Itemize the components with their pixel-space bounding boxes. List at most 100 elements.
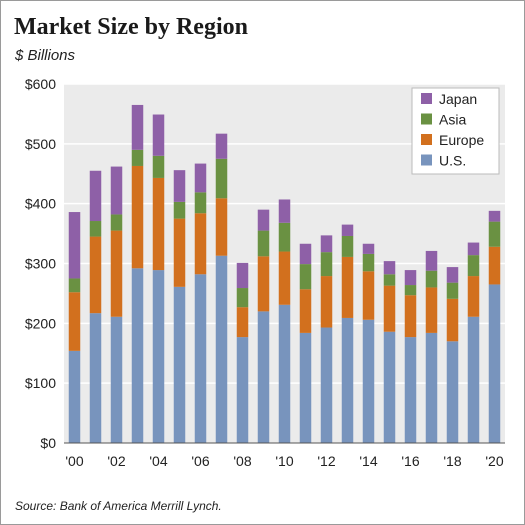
y-tick-label-3: $300 xyxy=(25,256,56,272)
bar-japan-9 xyxy=(257,209,270,231)
bar-europe-4 xyxy=(152,177,165,271)
bar-us-6 xyxy=(194,274,207,443)
x-tick-label-6: '06 xyxy=(191,453,209,469)
legend-swatch-europe xyxy=(421,134,432,145)
bar-us-11 xyxy=(299,332,312,443)
bar-asia-10 xyxy=(278,222,291,252)
bar-asia-1 xyxy=(89,221,102,237)
bar-europe-15 xyxy=(383,285,396,332)
bar-us-7 xyxy=(215,255,228,443)
x-tick-label-10: '10 xyxy=(275,453,293,469)
chart-subtitle: $ Billions xyxy=(15,47,76,64)
bar-us-14 xyxy=(362,319,375,443)
legend-label-europe: Europe xyxy=(439,132,484,148)
bar-europe-2 xyxy=(110,230,123,317)
bar-asia-14 xyxy=(362,253,375,272)
bar-japan-0 xyxy=(68,212,81,279)
bar-europe-12 xyxy=(320,276,333,328)
bar-us-2 xyxy=(110,316,123,443)
bar-japan-17 xyxy=(425,250,438,271)
bar-asia-20 xyxy=(488,221,501,247)
y-tick-label-1: $100 xyxy=(25,375,56,391)
bar-japan-3 xyxy=(131,104,144,150)
bar-japan-5 xyxy=(173,170,186,202)
bar-japan-12 xyxy=(320,235,333,253)
bar-asia-9 xyxy=(257,230,270,257)
legend-label-us: U.S. xyxy=(439,153,466,169)
bar-europe-18 xyxy=(446,298,459,342)
bar-asia-8 xyxy=(236,288,249,308)
bar-europe-5 xyxy=(173,218,186,287)
bar-us-17 xyxy=(425,332,438,443)
bar-europe-16 xyxy=(404,295,417,338)
bar-japan-4 xyxy=(152,114,165,156)
legend-label-asia: Asia xyxy=(439,112,466,128)
bar-europe-19 xyxy=(467,276,480,317)
x-tick-label-16: '16 xyxy=(401,453,419,469)
bar-asia-0 xyxy=(68,278,81,293)
bar-japan-20 xyxy=(488,210,501,222)
chart-title: Market Size by Region xyxy=(14,14,248,40)
bar-europe-7 xyxy=(215,198,228,256)
y-tick-label-6: $600 xyxy=(25,76,56,92)
bar-us-0 xyxy=(68,350,81,443)
y-tick-label-5: $500 xyxy=(25,136,56,152)
bar-europe-6 xyxy=(194,213,207,275)
bar-japan-2 xyxy=(110,166,123,215)
bar-europe-0 xyxy=(68,292,81,351)
bar-us-19 xyxy=(467,316,480,443)
bar-japan-15 xyxy=(383,261,396,275)
legend-swatch-japan xyxy=(421,93,432,104)
x-tick-label-18: '18 xyxy=(443,453,461,469)
x-tick-label-14: '14 xyxy=(359,453,377,469)
bar-japan-16 xyxy=(404,270,417,286)
bar-japan-14 xyxy=(362,243,375,254)
bar-us-9 xyxy=(257,311,270,443)
bar-asia-15 xyxy=(383,274,396,286)
bar-us-16 xyxy=(404,337,417,443)
bar-us-10 xyxy=(278,304,291,443)
bar-asia-12 xyxy=(320,252,333,277)
bar-europe-9 xyxy=(257,256,270,312)
chart-source: Source: Bank of America Merrill Lynch. xyxy=(15,499,222,513)
bar-us-13 xyxy=(341,317,354,443)
bar-asia-2 xyxy=(110,214,123,231)
bar-us-3 xyxy=(131,268,144,443)
x-tick-label-4: '04 xyxy=(149,453,167,469)
bar-asia-19 xyxy=(467,255,480,277)
bar-us-20 xyxy=(488,284,501,443)
bar-europe-1 xyxy=(89,236,102,314)
bar-europe-11 xyxy=(299,289,312,333)
bar-japan-6 xyxy=(194,163,207,193)
legend-label-japan: Japan xyxy=(439,91,477,107)
bar-europe-8 xyxy=(236,307,249,338)
bar-us-8 xyxy=(236,337,249,443)
x-tick-label-2: '02 xyxy=(107,453,125,469)
bar-europe-20 xyxy=(488,246,501,285)
bar-asia-5 xyxy=(173,201,186,219)
legend-swatch-us xyxy=(421,154,432,166)
bar-us-15 xyxy=(383,331,396,443)
bar-japan-18 xyxy=(446,267,459,283)
bar-europe-17 xyxy=(425,287,438,333)
legend-swatch-asia xyxy=(421,113,432,125)
bar-japan-10 xyxy=(278,199,291,223)
bar-asia-11 xyxy=(299,264,312,290)
bar-japan-8 xyxy=(236,262,249,289)
bar-us-18 xyxy=(446,341,459,443)
bar-japan-1 xyxy=(89,170,102,222)
y-tick-label-2: $200 xyxy=(25,315,56,331)
bar-us-5 xyxy=(173,286,186,443)
bar-asia-3 xyxy=(131,149,144,166)
bar-japan-7 xyxy=(215,133,228,159)
bar-us-1 xyxy=(89,313,102,443)
bar-asia-7 xyxy=(215,158,228,199)
x-tick-label-12: '12 xyxy=(317,453,335,469)
bar-asia-17 xyxy=(425,270,438,288)
bar-us-4 xyxy=(152,270,165,443)
bar-europe-14 xyxy=(362,271,375,320)
bar-europe-3 xyxy=(131,165,144,269)
bar-japan-11 xyxy=(299,243,312,265)
y-tick-label-4: $400 xyxy=(25,196,56,212)
